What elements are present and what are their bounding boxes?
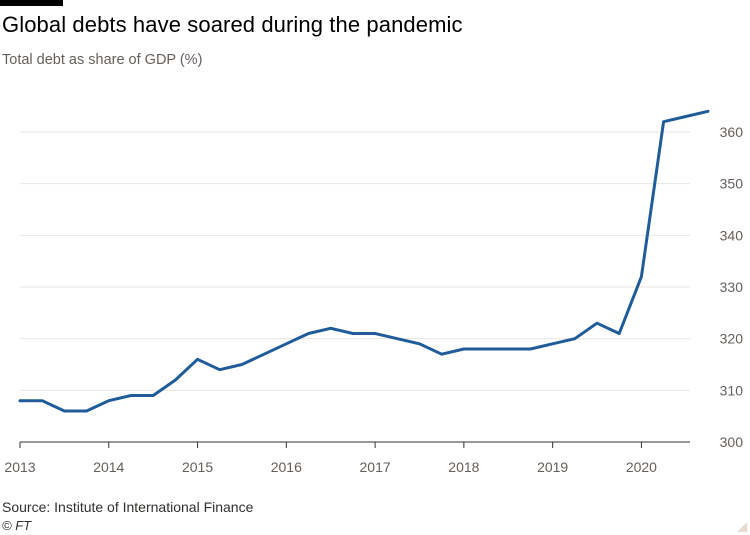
y-tick-label: 300 [720,434,744,450]
series-lines [18,109,710,413]
y-axis-ticks: 300 310 320 330 340 350 360 [720,124,744,450]
chart-title: Global debts have soared during the pand… [2,12,463,37]
x-tick-label: 2020 [626,459,657,475]
x-tick-label: 2019 [537,459,568,475]
x-tick-label: 2017 [360,459,391,475]
chart-subtitle: Total debt as share of GDP (%) [2,52,203,68]
y-tick-label: 330 [720,279,744,295]
x-tick-label: 2018 [448,459,479,475]
x-tick-label: 2014 [93,459,124,475]
y-tick-label: 320 [720,331,744,347]
source-note: Source: Institute of International Finan… [2,499,254,515]
x-tick-label: 2013 [4,459,35,475]
y-tick-label: 350 [720,176,744,192]
brand-bar [0,0,63,6]
x-tick-label: 2015 [182,459,213,475]
y-tick-label: 360 [720,124,744,140]
y-tick-label: 310 [720,382,744,398]
gridlines [20,131,690,443]
series-line [18,109,710,413]
resize-corner-icon [737,522,747,532]
copyright-note: © FT [2,518,32,533]
x-axis-ticks: 2013 2014 2015 2016 2017 2018 2019 2020 [4,442,657,475]
x-tick-label: 2016 [271,459,302,475]
y-tick-label: 340 [720,227,744,243]
